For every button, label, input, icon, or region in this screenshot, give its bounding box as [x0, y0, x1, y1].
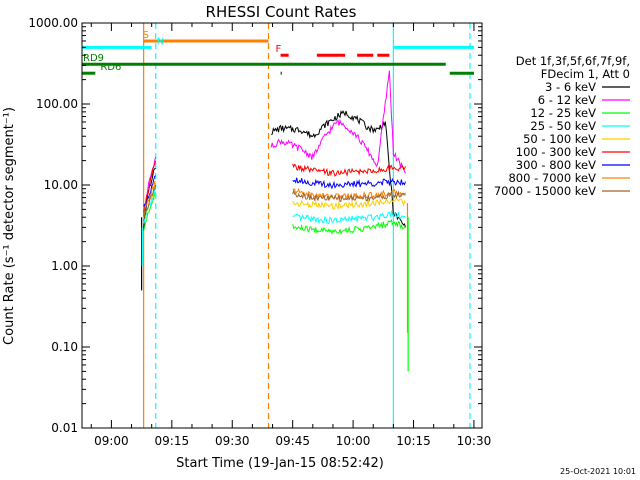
series-line-8-2	[292, 188, 406, 203]
legend-entry-label-0: 3 - 6 keV	[545, 80, 596, 94]
state-bar-label-4: RD6	[100, 62, 121, 73]
series-line-1-1	[270, 70, 406, 174]
legend-entry-label-3: 25 - 50 keV	[530, 119, 596, 133]
x-axis-label: Start Time (19-Jan-15 08:52:42)	[176, 456, 384, 471]
legend-entry-label-8: 7000 - 15000 keV	[494, 184, 596, 198]
y-axis: 0.01 0.10 1.00 10.00 100.00 1000.00	[28, 16, 482, 435]
y-axis-label: Count Rate (s⁻¹ detector segment⁻¹)	[2, 107, 17, 345]
y-tick-label-3: 10.00	[44, 178, 78, 192]
state-bar-label-0: S	[143, 30, 149, 41]
generation-timestamp: 25-Oct-2021 10:01	[560, 467, 636, 476]
series-line-0-1	[271, 109, 406, 228]
x-tick-label-3: 09:45	[275, 434, 310, 448]
y-tick-label-5: 1000.00	[28, 16, 78, 30]
series-line-3-2	[292, 209, 406, 225]
x-tick-label-5: 10:15	[396, 434, 431, 448]
legend: Det 1f,3f,5f,6f,7f,9f, FDecim 1, Att 0 3…	[494, 54, 630, 198]
y-tick-label-4: 100.00	[36, 97, 78, 111]
series-line-6-2	[292, 177, 406, 190]
series-line-8-0	[143, 184, 157, 217]
chart-title: RHESSI Count Rates	[206, 3, 357, 21]
series-line-2-0	[143, 192, 156, 231]
series-line-2-2	[292, 218, 406, 236]
series-lines	[141, 70, 409, 372]
x-tick-label-1: 09:15	[155, 434, 190, 448]
legend-entry-label-7: 800 - 7000 keV	[508, 171, 596, 185]
legend-entry-label-5: 100 - 300 keV	[516, 145, 596, 159]
y-tick-label-1: 0.10	[51, 340, 78, 354]
series-line-5-0	[143, 160, 157, 213]
y-tick-label-0: 0.01	[51, 421, 78, 435]
x-tick-label-0: 09:00	[94, 434, 129, 448]
y-tick-label-2: 1.00	[51, 259, 78, 273]
x-axis: 09:00 09:15 09:30 09:45 10:00 10:15 10:30	[90, 23, 492, 448]
legend-header-line-1: Det 1f,3f,5f,6f,7f,9f,	[516, 54, 630, 68]
legend-entry-label-6: 300 - 800 keV	[516, 158, 596, 172]
legend-entry-label-4: 50 - 100 keV	[523, 132, 596, 146]
x-tick-label-2: 09:30	[215, 434, 250, 448]
vertical-markers	[143, 23, 471, 428]
legend-header-line-2: FDecim 1, Att 0	[541, 67, 630, 81]
x-tick-label-4: 10:00	[336, 434, 371, 448]
plot-frame	[81, 22, 483, 429]
series-line-5-2	[292, 163, 406, 177]
state-bar-label-3: RD9	[83, 53, 104, 64]
series-line-7-2	[292, 187, 406, 201]
series-line-3-0	[143, 188, 157, 224]
x-tick-label-6: 10:30	[457, 434, 492, 448]
state-bar-label-1: N	[157, 36, 164, 47]
series-line-4-2	[292, 196, 406, 211]
legend-entry-label-2: 12 - 25 keV	[530, 106, 596, 120]
legend-entry-label-1: 6 - 12 keV	[538, 93, 596, 107]
state-bar-label-2: F	[276, 44, 282, 55]
